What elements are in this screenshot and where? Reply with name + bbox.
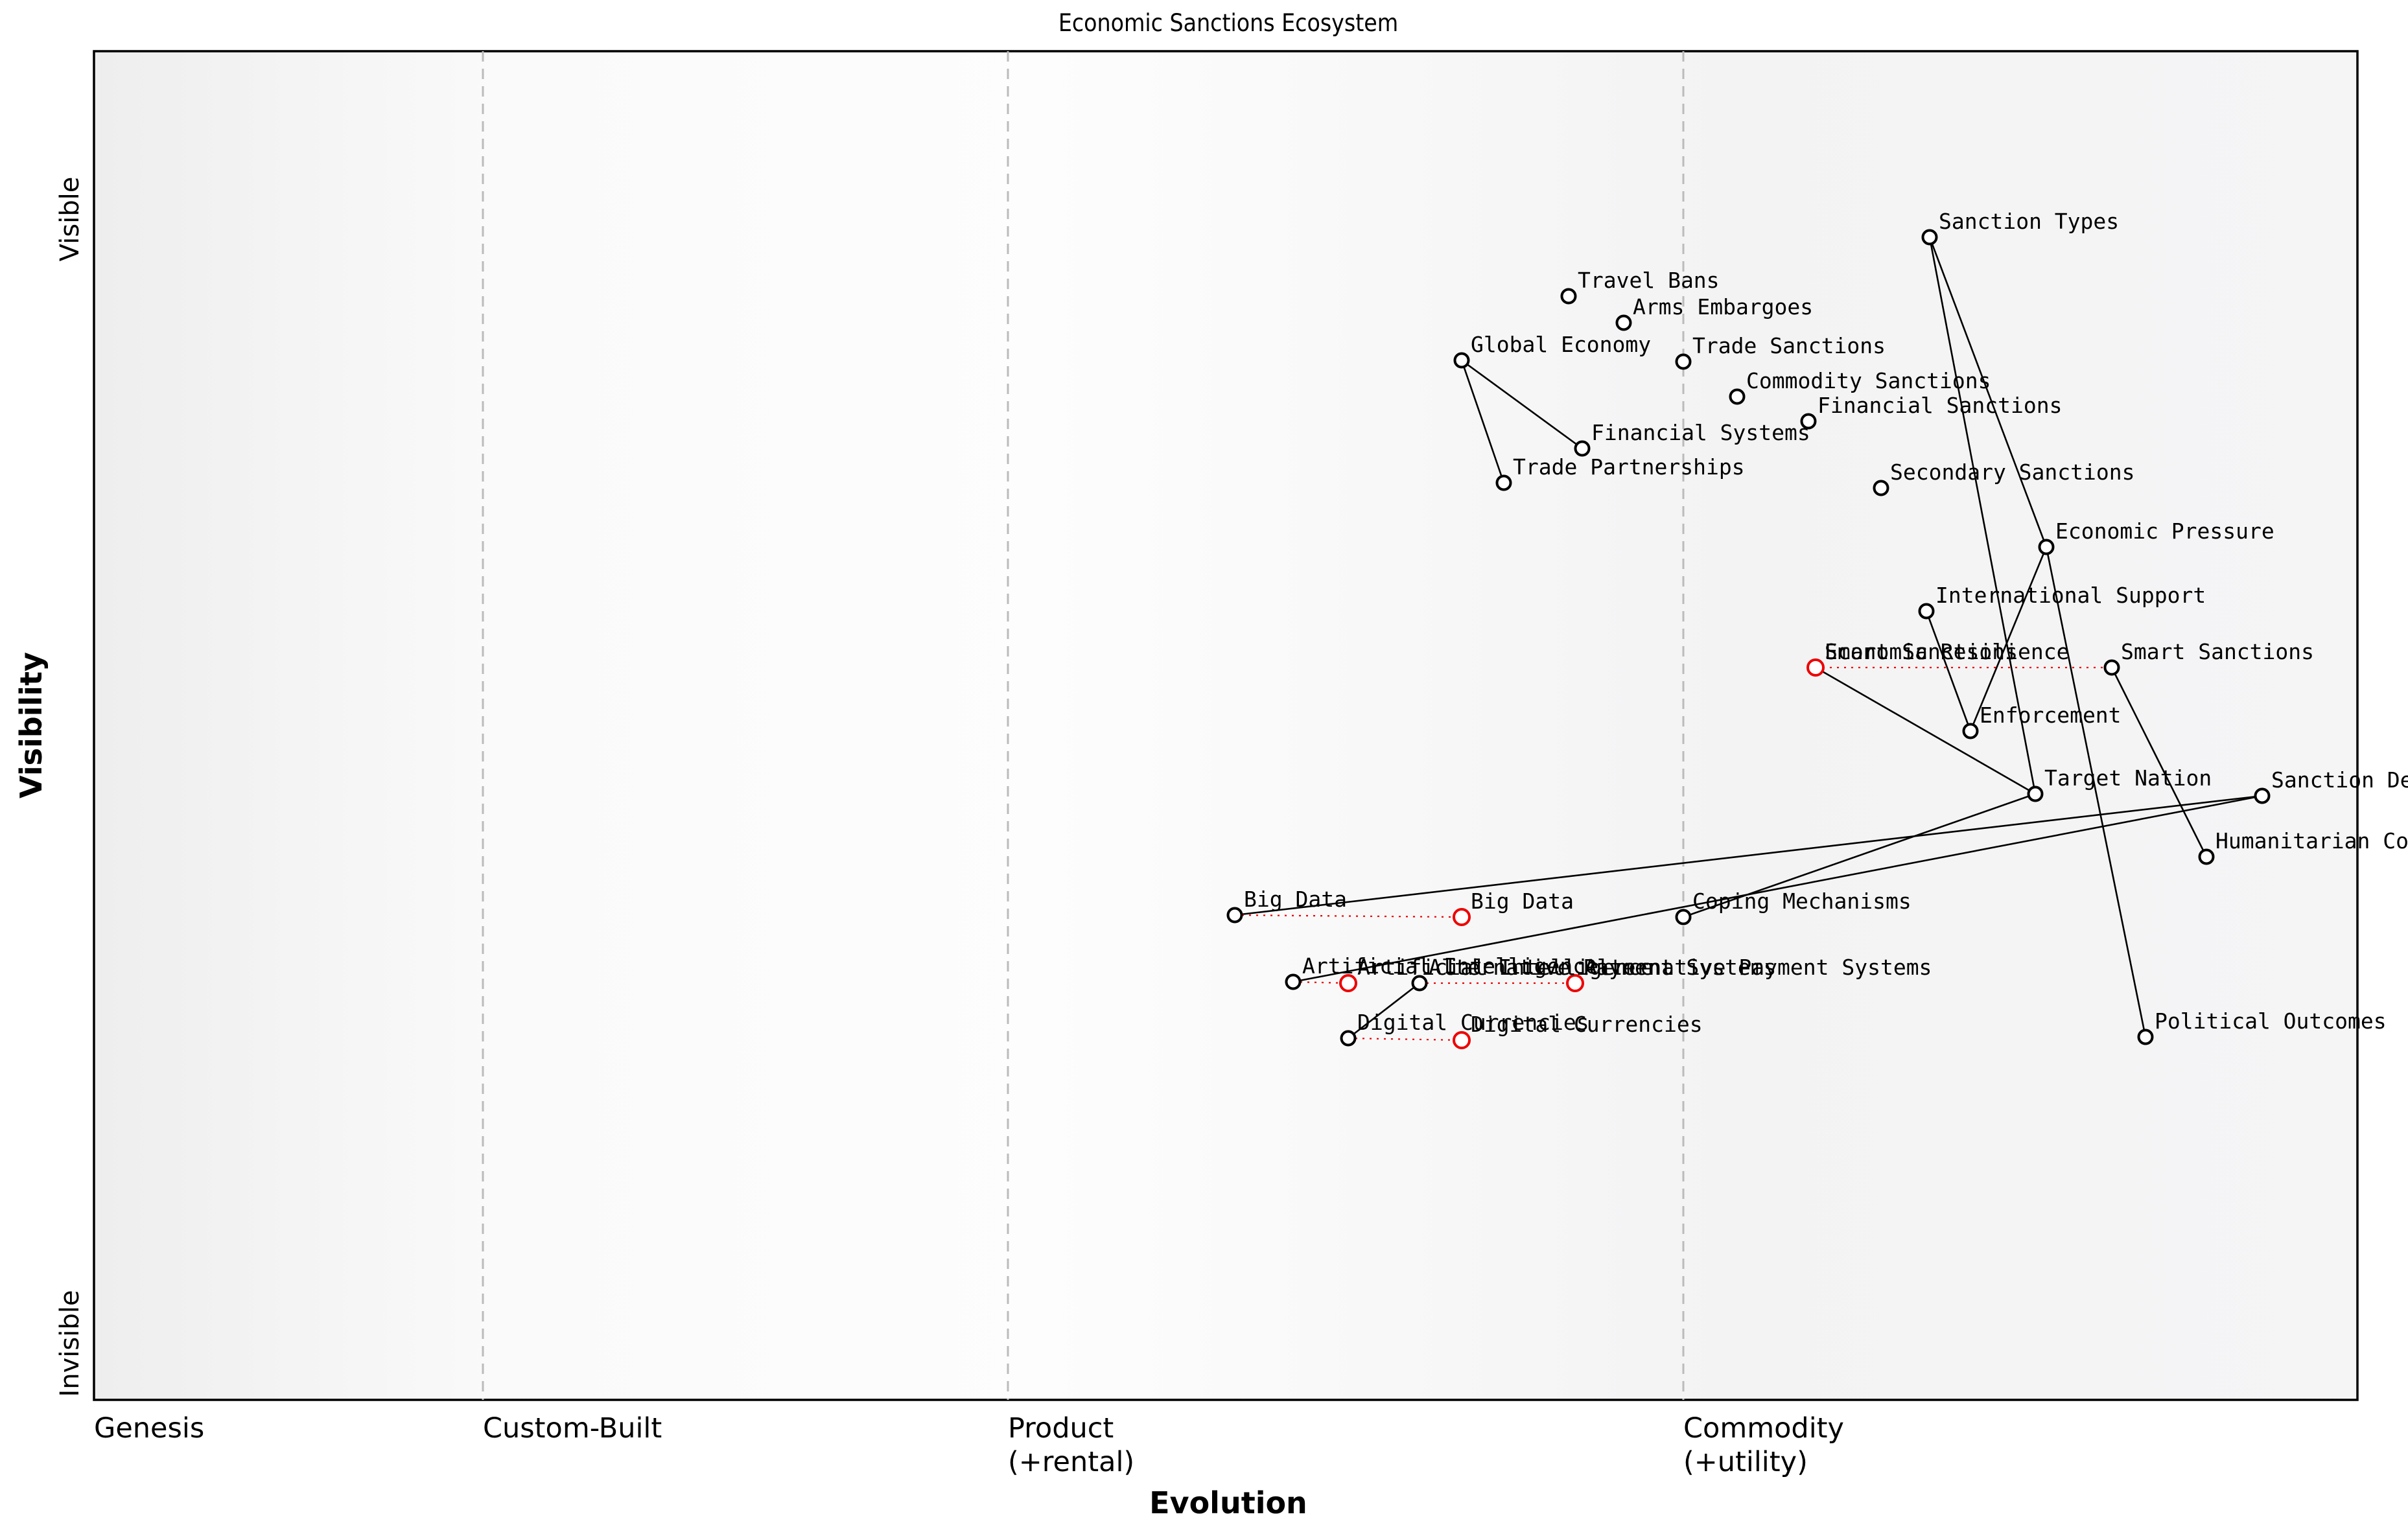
map-node-arms-embargoes [1615,314,1632,331]
map-node-humanitarian-costs [2198,848,2215,865]
map-node-label-global-economy: Global Economy [1471,332,1651,357]
map-node-label-commodity-sanctions: Commodity Sanctions [1746,368,1991,393]
map-node-label-economic-resilience: Economic Resilience [1825,639,2070,664]
map-node-big-data [1226,907,1243,924]
map-node-target-nation [2027,785,2044,802]
stage-label-custom-built: Custom-Built [483,1412,662,1445]
map-node-artificial-intelligence [1285,973,1302,990]
stage-label-commodity: Commodity (+utility) [1683,1412,1844,1478]
map-node-label-trade-sanctions: Trade Sanctions [1692,333,1886,358]
map-node-label-smart-sanctions-ghost: Smart Sanctions [1825,639,2018,664]
map-node-label-economic-pressure: Economic Pressure [2055,518,2274,544]
evolve-links [1234,666,2112,1041]
map-node-label-alt-payment-systems: Alternative Payment Systems [1429,955,1776,980]
map-node-label-digital-currencies: Digital Currencies [1357,1010,1589,1035]
map-node-economic-resilience [1806,658,1825,677]
map-node-alt-payment-systems-ev [1566,974,1584,992]
map-node-alt-payment-systems [1411,975,1428,992]
map-node-label-secondary-sanctions: Secondary Sanctions [1890,459,2135,485]
edge-economic-pressure--political-outcomes [2045,546,2147,1038]
dependency-edges [1234,237,2263,1040]
stage-label-product: Product (+rental) [1008,1412,1135,1478]
map-node-big-data-ev [1453,908,1471,926]
y-axis-bottom-label: Invisible [55,1290,85,1397]
map-node-travel-bans [1560,288,1577,305]
map-node-label-arms-embargoes: Arms Embargoes [1633,294,1813,320]
edge-global-economy--financial-systems [1461,359,1583,450]
map-node-artificial-intelligence-ev [1339,974,1357,992]
map-node-financial-sanctions [1800,413,1817,430]
map-node-label-trade-partnerships: Trade Partnerships [1513,454,1745,480]
map-node-label-international-support: International Support [1935,583,2206,608]
map-node-label-financial-sanctions: Financial Sanctions [1818,393,2063,418]
plot-frame [93,50,2359,1401]
edge-alt-payment-systems--digital-currencies [1348,982,1420,1040]
y-axis-title: Visibility [14,652,49,798]
map-node-label-sanction-types: Sanction Types [1939,209,2119,234]
map-node-label-big-data-ev: Big Data [1471,889,1574,914]
chart-title: Economic Sanctions Ecosystem [1058,9,1399,37]
y-axis-top-label: Visible [55,176,85,262]
map-node-smart-sanctions [2103,659,2120,676]
edge-economic-resilience--target-nation [1815,666,2036,795]
edge-economic-pressure--enforcement [1969,546,2048,732]
map-node-digital-currencies [1340,1030,1357,1047]
edge-international-support--enforcement [1925,610,1972,732]
map-node-trade-sanctions [1675,353,1692,370]
edge-sanction-types--target-nation [1928,237,2037,795]
edge-sanction-design--artificial-intelligence [1292,795,2263,983]
map-node-label-digital-currencies-ev: Digital Currencies [1471,1012,1703,1037]
edge-sanction-types--economic-pressure [1928,237,2048,548]
map-node-international-support [1918,603,1935,620]
map-node-label-financial-systems: Financial Systems [1591,420,1810,445]
edge-global-economy--trade-partnerships [1460,360,1505,483]
map-node-label-humanitarian-costs: Humanitarian Costs [2215,828,2408,854]
map-node-commodity-sanctions [1729,388,1746,405]
map-node-financial-systems [1574,440,1591,457]
stage-gridlines [482,51,1685,1400]
map-node-trade-partnerships [1495,474,1512,491]
stage-label-genesis: Genesis [94,1412,205,1445]
map-node-secondary-sanctions [1873,480,1889,496]
evolve-line-digital-currencies [1348,1037,1462,1041]
map-node-digital-currencies-ev [1453,1031,1471,1049]
map-node-label-travel-bans: Travel Bans [1578,268,1720,293]
map-node-label-enforcement: Enforcement [1980,703,2122,728]
map-nodes [1226,229,2271,1049]
map-node-global-economy [1453,352,1470,369]
map-node-sanction-design [2254,787,2271,804]
map-node-economic-pressure [2038,539,2055,555]
edge-sanction-design--big-data [1234,795,2263,916]
edge-smart-sanctions--humanitarian-costs [2110,667,2208,857]
map-node-sanction-types [1921,229,1938,246]
map-node-label-smart-sanctions: Smart Sanctions [2121,639,2314,664]
map-node-label-sanction-design: Sanction Design [2271,767,2408,793]
map-node-label-artificial-intelligence-ev: Artificial Intelligence [1357,955,1654,980]
map-node-label-artificial-intelligence: Artificial Intelligence [1302,953,1598,979]
map-node-coping-mechanisms [1675,909,1692,925]
map-node-label-coping-mechanisms: Coping Mechanisms [1692,889,1911,914]
map-node-political-outcomes [2137,1029,2154,1045]
map-node-enforcement [1962,723,1979,739]
map-node-label-political-outcomes: Political Outcomes [2155,1008,2387,1034]
map-node-label-big-data: Big Data [1244,887,1347,912]
map-node-label-target-nation: Target Nation [2044,765,2212,791]
x-axis-title: Evolution [1149,1485,1307,1520]
map-node-label-alt-payment-systems-ev: Alternative Payment Systems [1584,955,1932,980]
